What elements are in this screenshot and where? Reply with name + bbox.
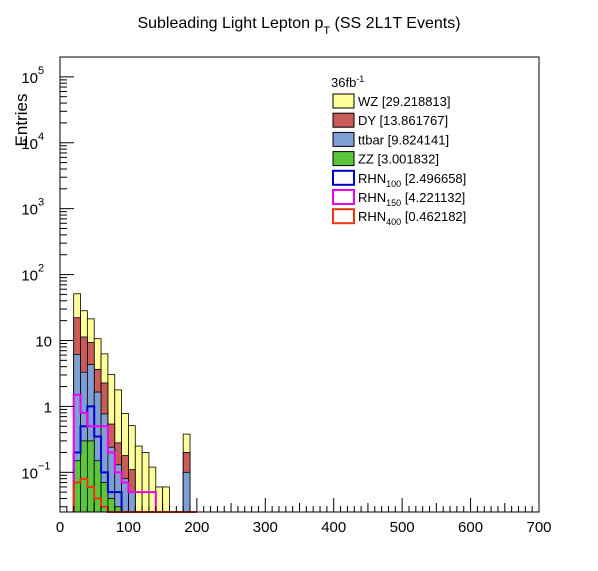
y-tick-label: 10 (21, 268, 38, 285)
bar-zz-bin-3 (93, 460, 102, 513)
x-tick-label: 0 (56, 519, 64, 536)
y-tick-label: 1 (44, 399, 52, 416)
legend-swatch-dy (332, 112, 355, 128)
x-axis: 0 100 200 300 400 500 600 700 (56, 498, 552, 536)
legend-label-rhn400: RHN400 [0.462182] (358, 209, 466, 227)
bar-wz-bin-9 (134, 445, 143, 513)
x-tick-label: 100 (116, 519, 141, 536)
bar-wz-bin-11 (148, 466, 157, 513)
legend-label-wz: WZ [29.218813] (358, 94, 451, 109)
bar-zz-bin-1 (80, 440, 88, 513)
bar-wz-bin-12 (155, 486, 164, 513)
y-axis-label: Entries (12, 94, 31, 147)
legend-label-zz: ZZ [3.001832] (358, 152, 439, 167)
legend-label-rhn100: RHN100 [2.496658] (358, 171, 466, 189)
y-tick-label: 10 (35, 333, 52, 350)
bar-ttbar-bin-7 (121, 478, 129, 513)
y-tick-label: 10 (21, 70, 38, 87)
x-tick-label: 700 (526, 519, 551, 536)
legend-swatch-zz (332, 151, 355, 167)
legend-swatch-rhn100 (332, 169, 355, 186)
x-tick-label: 500 (390, 519, 415, 536)
bar-wz-bin-10 (141, 452, 150, 513)
x-tick-label: 300 (253, 519, 278, 536)
legend: 36fb-1 WZ [29.218813] DY [13.861767] ttbar… (331, 74, 466, 227)
chart-title: Subleading Light Lepton pT (SS 2L1T Even… (137, 15, 460, 37)
y-tick-exponent: 3 (38, 197, 44, 209)
x-tick-label: 600 (458, 519, 483, 536)
y-tick-label: 10 (21, 465, 38, 482)
y-tick-exponent: −1 (38, 460, 51, 472)
legend-swatch-rhn400 (332, 208, 355, 225)
bar-zz-bin-0 (73, 460, 81, 513)
y-tick-label: 10 (21, 136, 38, 153)
legend-label-dy: DY [13.861767] (358, 113, 448, 128)
legend-swatch-wz (332, 93, 355, 109)
plot-area (60, 57, 539, 512)
legend-label-rhn150: RHN150 [4.221132] (358, 190, 465, 208)
bar-wz-bin-13 (162, 486, 170, 513)
luminosity-label: 36fb-1 (331, 74, 364, 90)
legend-swatch-rhn150 (332, 189, 355, 205)
bar-ttbar-bin-16 (182, 471, 191, 513)
bar-ttbar-bin-8 (128, 491, 136, 513)
y-tick-label: 10 (21, 202, 38, 219)
y-tick-exponent: 4 (38, 131, 44, 143)
x-tick-label: 400 (321, 519, 346, 536)
legend-label-ttbar: ttbar [9.824141] (358, 132, 449, 147)
bar-zz-bin-5 (107, 498, 116, 513)
y-tick-exponent: 5 (38, 65, 44, 77)
x-tick-label: 200 (184, 519, 209, 536)
bar-zz-bin-2 (86, 440, 95, 513)
legend-swatch-ttbar (332, 131, 355, 147)
y-tick-exponent: 2 (38, 263, 44, 275)
